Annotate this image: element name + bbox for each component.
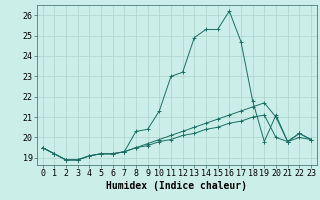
X-axis label: Humidex (Indice chaleur): Humidex (Indice chaleur): [106, 181, 247, 191]
